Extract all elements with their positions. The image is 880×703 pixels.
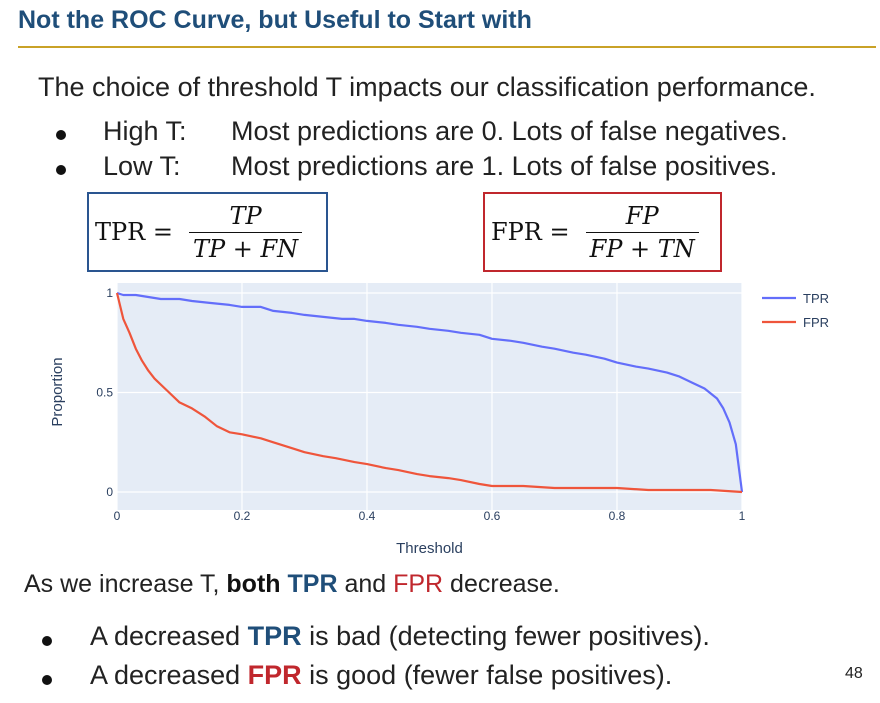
point-fpr-pre: A decreased [90, 660, 248, 690]
tpr-formula-lhs: TPR = [95, 218, 173, 246]
bullet-dot [56, 130, 66, 140]
fpr-formula-lhs: FPR = [491, 218, 570, 246]
x-tick-label: 0.4 [359, 509, 376, 523]
bullet-low-label: Low T: [103, 151, 181, 181]
bullet-dot [56, 165, 66, 175]
y-tick-label: 0 [106, 485, 113, 499]
conclusion-both: both [226, 570, 281, 598]
point-fpr-bold: FPR [247, 660, 302, 690]
tpr-denominator: TP + FN [188, 231, 303, 263]
y-tick-label: 0.5 [96, 386, 113, 400]
bullet-high-text: Most predictions are 0. Lots of false ne… [231, 116, 788, 146]
y-axis-label: Proportion [49, 357, 66, 426]
fpr-formula-box: FPR = FP FP + TN [483, 192, 722, 272]
point-fpr: A decreased FPR is good (fewer false pos… [90, 660, 672, 691]
tpr-fraction: TP TP + FN [188, 201, 303, 263]
bullet-high-label: High T: [103, 116, 187, 146]
point-tpr-pre: A decreased [90, 621, 248, 651]
conclusion-post: decrease. [443, 570, 560, 598]
x-tick-label: 0 [114, 509, 121, 523]
legend-label-tpr: TPR [803, 291, 829, 306]
bullet-dot [42, 675, 52, 685]
page-number: 48 [845, 665, 863, 682]
fpr-numerator: FP [625, 201, 659, 230]
bullet-dot [42, 636, 52, 646]
conclusion-and: and [337, 570, 394, 598]
bullet-low-text: Most predictions are 1. Lots of false po… [231, 151, 778, 181]
fpr-fraction: FP FP + TN [585, 201, 699, 263]
conclusion-text: As we increase T, both TPR and FPR decre… [24, 570, 560, 599]
legend-label-fpr: FPR [803, 315, 829, 330]
x-tick-label: 1 [739, 509, 746, 523]
point-tpr: A decreased TPR is bad (detecting fewer … [90, 621, 710, 652]
title-divider [18, 46, 876, 48]
point-fpr-post: is good (fewer false positives). [301, 660, 673, 690]
intro-text: The choice of threshold T impacts our cl… [38, 72, 816, 102]
x-tick-label: 0.8 [609, 509, 626, 523]
series-line-tpr [116, 291, 744, 493]
slide-title: Not the ROC Curve, but Useful to Start w… [18, 6, 532, 34]
tpr-formula-box: TPR = TP TP + FN [87, 192, 328, 272]
conclusion-tpr: TPR [287, 570, 338, 598]
x-axis-label: Threshold [396, 540, 463, 557]
y-tick-label: 1 [106, 286, 113, 300]
point-tpr-post: is bad (detecting fewer positives). [301, 621, 710, 651]
conclusion-fpr: FPR [393, 570, 444, 598]
conclusion-pre: As we increase T, [24, 570, 227, 598]
point-tpr-bold: TPR [247, 621, 302, 651]
series-line-fpr [115, 292, 743, 494]
tpr-numerator: TP [229, 201, 262, 230]
fpr-denominator: FP + TN [585, 231, 699, 263]
x-tick-label: 0.6 [484, 509, 501, 523]
plot-area [117, 283, 742, 510]
x-tick-label: 0.2 [234, 509, 251, 523]
